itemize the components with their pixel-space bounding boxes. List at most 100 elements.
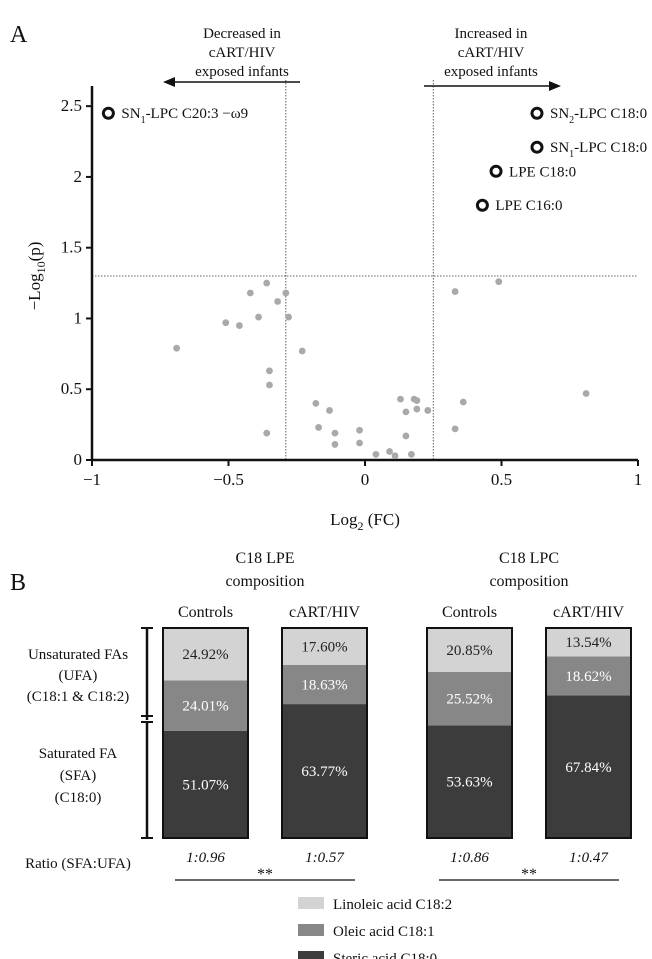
bar-segment bbox=[282, 704, 367, 838]
bar-segment bbox=[427, 628, 512, 672]
annotation-increased: Increased in cART/HIV exposed infants bbox=[424, 26, 561, 91]
bar-name: cART/HIV bbox=[289, 604, 360, 621]
highlighted-point-label: SN1-LPC C18:0 bbox=[550, 140, 647, 160]
bar-segment-label: 18.63% bbox=[301, 678, 347, 694]
bar-segment-label: 20.85% bbox=[446, 643, 492, 659]
legend-label: Steric acid C18:0 bbox=[333, 951, 437, 959]
highlighted-point bbox=[530, 140, 544, 154]
bar-outline bbox=[426, 627, 513, 839]
panel-b-letter: B bbox=[10, 570, 26, 596]
x-tick-label: −0.5 bbox=[213, 470, 244, 489]
sfa-label: Saturated FA bbox=[39, 746, 118, 762]
annotation-decreased-line-3: exposed infants bbox=[195, 64, 289, 80]
bar-name: Controls bbox=[442, 604, 497, 621]
data-point bbox=[397, 395, 404, 403]
ufa-label: Unsaturated FAs bbox=[28, 647, 128, 663]
group-subtitle: composition bbox=[225, 573, 304, 590]
highlighted-point bbox=[101, 106, 115, 120]
bar-segment-label: 67.84% bbox=[565, 760, 611, 776]
y-tick-label: 1 bbox=[74, 308, 83, 327]
bar-segment bbox=[546, 628, 631, 657]
bar-name: Controls bbox=[178, 604, 233, 621]
data-point bbox=[459, 398, 467, 406]
bar-segment-label: 53.63% bbox=[446, 775, 492, 791]
significance-marker: ** bbox=[521, 866, 537, 883]
legend-swatch bbox=[298, 897, 324, 909]
annotation-increased-line-3: exposed infants bbox=[444, 64, 538, 80]
data-point bbox=[495, 278, 503, 286]
data-point bbox=[263, 429, 271, 437]
highlighted-point-label: SN1-LPC C20:3 −ω9 bbox=[121, 106, 248, 126]
data-point bbox=[408, 450, 415, 458]
bar-segment-label: 51.07% bbox=[182, 777, 228, 793]
data-point bbox=[285, 313, 292, 321]
bar-segment-label: 24.01% bbox=[182, 699, 228, 715]
data-point bbox=[326, 407, 333, 414]
bar-segment bbox=[163, 680, 248, 731]
data-point bbox=[386, 448, 393, 455]
bar-name: cART/HIV bbox=[553, 604, 624, 621]
data-point bbox=[413, 397, 421, 404]
data-point bbox=[402, 432, 410, 440]
data-point bbox=[266, 381, 273, 389]
arrowhead-increased bbox=[549, 81, 561, 91]
data-point bbox=[246, 289, 254, 297]
data-point bbox=[312, 399, 320, 407]
y-axis-label: −Log10(p) bbox=[25, 242, 48, 311]
data-point bbox=[173, 344, 181, 352]
data-point bbox=[356, 439, 363, 447]
x-tick-label: 0.5 bbox=[491, 470, 512, 489]
bar-segment bbox=[546, 695, 631, 838]
x-axis-label: Log2 (FC) bbox=[330, 510, 400, 533]
bar-segment bbox=[163, 730, 248, 838]
highlighted-point bbox=[489, 164, 503, 178]
data-point bbox=[331, 429, 339, 437]
data-point bbox=[236, 322, 243, 329]
highlighted-point-label: SN2-LPC C18:0 bbox=[550, 106, 647, 126]
bar-outline bbox=[281, 627, 368, 839]
y-tick-label: 1.5 bbox=[61, 238, 82, 257]
legend-swatch bbox=[298, 951, 324, 959]
panel-a-letter: A bbox=[10, 22, 28, 48]
highlighted-point-label: LPE C16:0 bbox=[495, 198, 562, 214]
legend-swatch bbox=[298, 924, 324, 936]
y-tick-label: 0.5 bbox=[61, 379, 82, 398]
data-point bbox=[413, 405, 421, 413]
data-point bbox=[451, 425, 459, 433]
ufa-label: (UFA) bbox=[59, 668, 98, 684]
data-point bbox=[255, 313, 262, 321]
data-point bbox=[282, 289, 290, 297]
bar-segment bbox=[427, 725, 512, 838]
ratio-value: 1:0.86 bbox=[450, 850, 489, 866]
significance-marker: ** bbox=[257, 866, 273, 883]
bar-segment bbox=[282, 628, 367, 665]
annotation-decreased: Decreased in cART/HIV exposed infants bbox=[163, 26, 300, 87]
stacked-bar-chart: C18 LPE composition Controls 51.07% 24.01% 24… bbox=[25, 550, 632, 959]
ratio-label: Ratio (SFA:UFA) bbox=[25, 856, 131, 872]
data-point bbox=[451, 288, 459, 295]
data-point bbox=[263, 279, 271, 287]
highlighted-point-label: LPE C18:0 bbox=[509, 164, 576, 180]
x-tick-label: 1 bbox=[634, 470, 643, 489]
bar-segment bbox=[427, 671, 512, 726]
bar-segment-label: 18.62% bbox=[565, 669, 611, 685]
annotation-increased-line-2: cART/HIV bbox=[458, 45, 525, 61]
data-point bbox=[372, 450, 380, 458]
sfa-label: (C18:0) bbox=[55, 790, 102, 806]
data-point bbox=[315, 424, 322, 431]
data-point bbox=[402, 408, 410, 416]
y-tick-label: 2.5 bbox=[61, 96, 82, 115]
bar-segment-label: 24.92% bbox=[182, 647, 228, 663]
legend-label: Linoleic acid C18:2 bbox=[333, 897, 452, 913]
bar-segment bbox=[163, 628, 248, 681]
annotation-increased-line-1: Increased in bbox=[455, 26, 528, 42]
annotation-decreased-line-1: Decreased in bbox=[203, 26, 281, 42]
group-title: C18 LPE bbox=[235, 550, 294, 567]
ratio-value: 1:0.57 bbox=[305, 850, 345, 866]
bar-segment-label: 13.54% bbox=[565, 635, 611, 651]
bar-outline bbox=[162, 627, 249, 839]
data-point bbox=[222, 319, 230, 327]
ratio-value: 1:0.47 bbox=[569, 850, 609, 866]
data-point bbox=[298, 347, 306, 355]
